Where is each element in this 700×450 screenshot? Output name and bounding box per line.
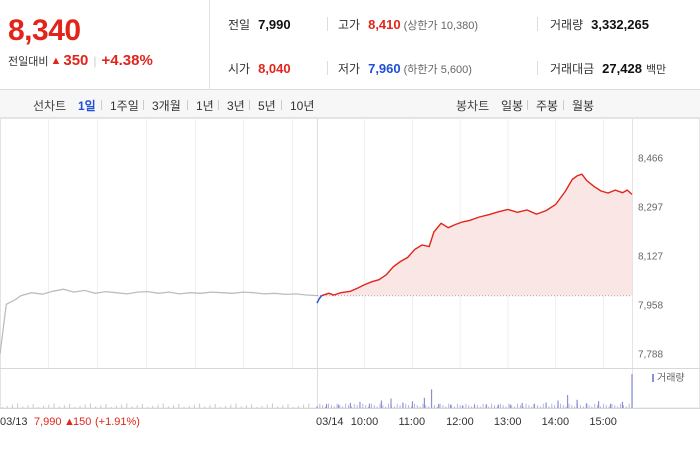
tab-5years[interactable]: 5년	[258, 99, 276, 113]
divider	[527, 100, 528, 110]
today-price-line-down	[316, 295, 323, 304]
open-price: 시가 8,040	[228, 61, 291, 76]
divider	[187, 100, 188, 110]
y-axis-labels: 8,466 8,297 8,127 7,958 7,788	[638, 154, 663, 361]
volume-legend: 거래량	[652, 372, 685, 384]
tab-3months[interactable]: 3개월	[152, 99, 181, 113]
change-label: 전일대비	[8, 55, 49, 68]
high-price: 고가 8,410 (상한가 10,380)	[338, 17, 479, 32]
divider	[281, 100, 282, 110]
x-axis-labels: 03/13 7,990 ▲150 (+1.91%) 03/14 10:00 11:00 12:…	[0, 416, 617, 428]
divider	[563, 100, 564, 110]
y-tick-label: 8,297	[638, 202, 663, 213]
x-label-time: 12:00	[446, 416, 474, 428]
divider	[101, 100, 102, 110]
x-label-time: 14:00	[542, 416, 570, 428]
change-percent: +4.38%	[101, 52, 153, 69]
price-change: 전일대비 ▲ 350 | +4.38%	[8, 52, 153, 69]
intraday-price-chart: 8,466 8,297 8,127 7,958 7,788 03/13 7,990 ▲150…	[0, 118, 700, 428]
volume: 거래량 3,332,265	[550, 17, 649, 32]
tab-1week[interactable]: 1주일	[110, 99, 139, 113]
price-summary: 8,340 전일대비 ▲ 350 | +4.38% 전일 7,990 시가 8,04…	[0, 0, 700, 90]
divider: |	[93, 53, 97, 68]
tab-10years[interactable]: 10년	[290, 99, 315, 113]
today-price-line-up	[321, 173, 633, 297]
y-tick-label: 7,958	[638, 300, 663, 311]
prev-day-price-line	[0, 288, 318, 355]
up-triangle-icon: ▲	[64, 416, 75, 428]
divider	[218, 100, 219, 110]
change-amount: 350	[63, 52, 89, 69]
tab-weekly-candle[interactable]: 주봉	[536, 99, 559, 113]
price-lines	[0, 173, 633, 355]
low-price: 저가 7,960 (하한가 5,600)	[338, 61, 472, 76]
candle-chart-label: 봉차트	[456, 99, 490, 113]
divider	[537, 61, 538, 75]
tab-daily-candle[interactable]: 일봉	[501, 99, 524, 113]
prev-day-change-pct: (+1.91%)	[95, 416, 140, 428]
line-chart-label: 선차트	[33, 99, 67, 113]
volume-legend-label: 거래량	[657, 372, 685, 384]
tab-1day[interactable]: 1일	[78, 99, 96, 113]
volume-legend-swatch	[652, 374, 654, 382]
current-price-box: 8,340 전일대비 ▲ 350 | +4.38%	[0, 0, 210, 90]
trade-amount: 거래대금 27,428 백만	[550, 61, 667, 76]
x-label-prev-date: 03/13	[0, 416, 28, 428]
x-label-today-date: 03/14	[316, 416, 344, 428]
tab-1year[interactable]: 1년	[196, 99, 214, 113]
divider	[327, 17, 328, 31]
prev-day-change: 150	[73, 416, 91, 428]
divider	[249, 100, 250, 110]
y-tick-label: 8,466	[638, 154, 663, 165]
x-label-time: 11:00	[398, 416, 425, 428]
prev-close: 전일 7,990	[228, 17, 291, 32]
tab-monthly-candle[interactable]: 월봉	[572, 99, 595, 113]
y-tick-label: 7,788	[638, 350, 663, 361]
x-label-time: 13:00	[494, 416, 522, 428]
prev-day-close: 7,990	[34, 416, 62, 428]
volume-bars	[1, 374, 633, 408]
chart-period-tabs: 선차트 1일 1주일 3개월 1년 3년 5년 10년 봉차트 일봉 주봉 월봉	[0, 90, 700, 118]
x-label-time: 10:00	[351, 416, 379, 428]
divider	[143, 100, 144, 110]
tab-3years[interactable]: 3년	[227, 99, 245, 113]
divider	[537, 17, 538, 31]
divider	[327, 61, 328, 75]
current-price: 8,340	[8, 14, 81, 47]
up-triangle-icon: ▲	[50, 54, 62, 67]
x-label-time: 15:00	[589, 416, 617, 428]
y-tick-label: 8,127	[638, 252, 663, 263]
